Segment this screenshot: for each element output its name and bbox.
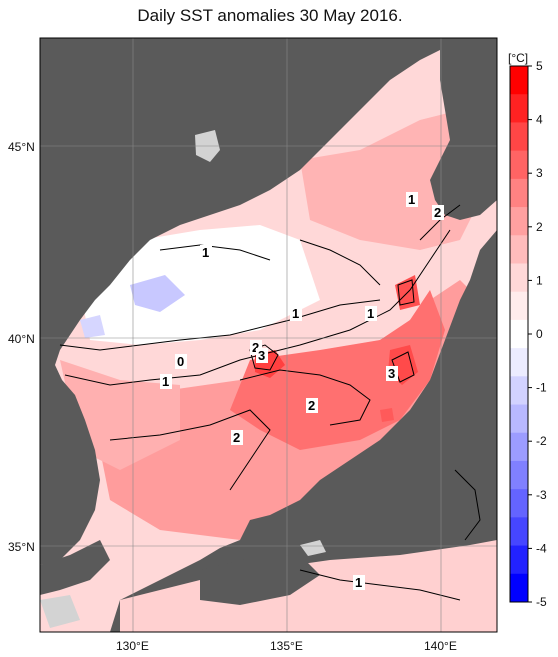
contour-1-a <box>64 229 451 386</box>
contour-label: 3 <box>258 348 265 363</box>
contour-label-box <box>256 348 268 363</box>
lat-label-40: 40°N <box>8 332 35 346</box>
colorbar-swatch <box>510 263 528 293</box>
sea-pacific <box>120 540 497 632</box>
cool-region-b <box>80 315 105 338</box>
contour-label: 1 <box>292 306 299 321</box>
colorbar-tick-label: -5 <box>536 595 547 609</box>
colorbar-swatch <box>510 291 528 321</box>
contour-label-group: 1 1 2 1 1 2 3 0 1 3 2 2 1 <box>160 192 444 590</box>
colorbar-swatch <box>510 404 528 434</box>
contour-label: 0 <box>177 354 184 369</box>
lon-label-130: 130°E <box>116 639 149 653</box>
colorbar-swatch <box>510 460 528 490</box>
map-title: Daily SST anomalies 30 May 2016. <box>137 6 403 25</box>
colorbar-tick-label: -3 <box>536 488 547 502</box>
land-honshu <box>110 230 497 632</box>
contour-label: 2 <box>252 340 259 355</box>
lon-label-140: 140°E <box>424 639 457 653</box>
colorbar-tick-label: 5 <box>536 59 543 73</box>
contour-label: 1 <box>408 192 415 207</box>
colorbar-swatch <box>510 348 528 377</box>
contour-label: 2 <box>308 398 315 413</box>
colorbar-swatch <box>510 517 528 547</box>
lon-label-135: 135°E <box>270 639 303 653</box>
contour-3-a <box>249 344 279 371</box>
contour-3-c <box>397 279 415 306</box>
contour-label-box <box>432 205 444 220</box>
colorbar-tick-label: -1 <box>536 381 547 395</box>
island-sado <box>380 408 394 422</box>
colorbar-swatch <box>510 94 528 123</box>
contour-label-box <box>231 430 243 445</box>
colorbar-swatch <box>510 376 528 406</box>
neutral-region-north <box>80 225 320 345</box>
island-tsushima <box>40 595 80 628</box>
contour-label-box <box>175 354 187 369</box>
grid-lines <box>40 38 497 632</box>
land-mainland <box>40 38 497 565</box>
colorbar-tick-label: -4 <box>536 541 547 555</box>
colorbar-swatch <box>510 432 528 462</box>
contour-label: 2 <box>233 430 240 445</box>
contour-label-box <box>306 398 318 413</box>
colorbar-swatches <box>510 66 528 603</box>
colorbar-tick-label: 4 <box>536 113 543 127</box>
contour-label: 2 <box>434 205 441 220</box>
colorbar-swatch <box>510 178 528 208</box>
contour-2-a <box>109 409 271 491</box>
lat-label-35: 35°N <box>8 540 35 554</box>
colorbar-tick-label: 1 <box>536 273 543 287</box>
map-body <box>40 38 497 632</box>
colorbar-tick-label: -2 <box>536 434 547 448</box>
colorbar-unit: [°C] <box>508 51 528 65</box>
contour-label: 1 <box>162 374 169 389</box>
colorbar-swatch <box>510 122 528 152</box>
colorbar-swatch <box>510 235 528 264</box>
contour-label-box <box>353 575 365 590</box>
land-hokkaido <box>430 38 497 220</box>
contour-0 <box>59 299 381 351</box>
lat-label-45: 45°N <box>8 140 35 154</box>
colorbar-swatch <box>510 573 528 603</box>
contour-label-box <box>365 306 377 321</box>
colorbar: [°C] 5 4 3 2 1 0 -1 -2 -3 -4 -5 <box>508 51 547 609</box>
contour-1-east <box>454 469 481 541</box>
contour-1-c <box>299 239 381 286</box>
contour-label: 1 <box>367 306 374 321</box>
colorbar-swatch <box>510 207 528 236</box>
colorbar-swatch <box>510 489 528 518</box>
contour-label: 1 <box>355 575 362 590</box>
cool-region-a <box>130 275 185 312</box>
contour-2-b <box>239 369 371 426</box>
colorbar-tick-label: 0 <box>536 327 543 341</box>
colorbar-ticks: 5 4 3 2 1 0 -1 -2 -3 -4 -5 <box>528 59 547 609</box>
colorbar-swatch <box>510 319 528 349</box>
contour-label: 3 <box>388 366 395 381</box>
contour-label-box <box>406 192 418 207</box>
contour-label-box <box>386 366 398 381</box>
contour-1-b <box>159 244 271 261</box>
contour-lines <box>59 204 481 601</box>
map-frame <box>39 37 498 633</box>
colorbar-swatch <box>510 66 528 95</box>
colorbar-swatch <box>510 150 528 180</box>
contour-label: 1 <box>202 245 209 260</box>
land-korea <box>40 540 110 595</box>
island-oki <box>300 540 326 556</box>
contour-label-box <box>290 306 302 321</box>
land-kyushu-shikoku <box>200 555 320 605</box>
contour-1-south <box>299 569 461 601</box>
colorbar-tick-label: 2 <box>536 220 543 234</box>
contour-label-box <box>200 245 212 260</box>
colorbar-tick-label: 3 <box>536 166 543 180</box>
contour-label-box <box>160 374 172 389</box>
colorbar-swatch <box>510 545 528 575</box>
